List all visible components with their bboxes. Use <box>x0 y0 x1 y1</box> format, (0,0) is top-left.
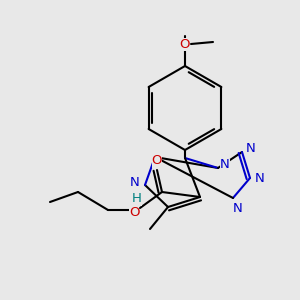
Text: O: O <box>180 38 190 50</box>
Text: N: N <box>220 158 230 172</box>
Text: N: N <box>255 172 265 184</box>
Text: O: O <box>129 206 139 218</box>
Text: N: N <box>246 142 256 154</box>
Text: N: N <box>233 202 243 214</box>
Text: N: N <box>130 176 140 188</box>
Text: O: O <box>152 154 162 167</box>
Text: H: H <box>132 193 142 206</box>
